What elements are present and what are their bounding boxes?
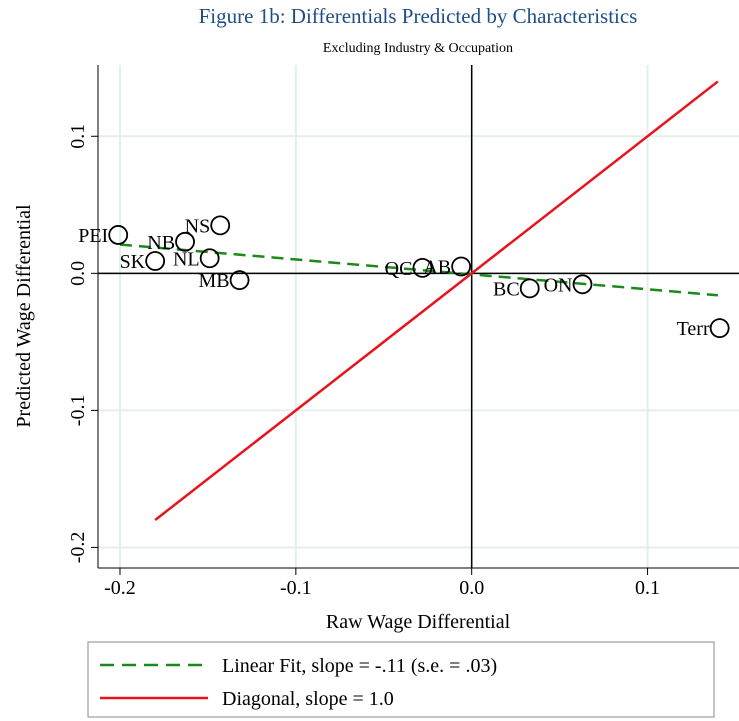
data-point (519, 278, 540, 299)
point-label: AB (423, 256, 451, 278)
x-axis-label: Raw Wage Differential (326, 611, 511, 633)
x-tick-label: 0.1 (635, 577, 660, 599)
data-point (108, 225, 129, 245)
data-point (572, 274, 593, 295)
point-label: NL (173, 248, 200, 270)
x-tick-label: 0.0 (459, 577, 484, 599)
data-point (210, 215, 231, 236)
legend-label: Diagonal, slope = 1.0 (222, 688, 394, 710)
point-label: ON (544, 274, 573, 296)
point-label: Terr (677, 318, 710, 340)
chart-title: Figure 1b: Differentials Predicted by Ch… (199, 4, 638, 28)
data-point (199, 248, 220, 269)
data-point (451, 256, 472, 277)
y-tick-label: -0.1 (67, 395, 89, 427)
legend-label: Linear Fit, slope = -.11 (s.e. = .03) (222, 655, 497, 677)
data-point (709, 318, 730, 339)
data-point (145, 251, 166, 271)
legend-box (87, 641, 715, 718)
x-tick-label: -0.1 (280, 577, 312, 599)
point-label: BC (493, 278, 520, 300)
data-point (229, 270, 250, 291)
y-tick-label: 0.1 (67, 124, 89, 149)
point-label: NS (185, 215, 211, 237)
point-label: SK (120, 251, 146, 273)
point-label: NB (147, 232, 175, 254)
data-point (175, 231, 195, 252)
y-tick-label: 0.0 (67, 261, 89, 286)
x-tick-label: -0.2 (104, 577, 136, 599)
y-axis-label: Predicted Wage Differential (13, 204, 35, 428)
fit-line (119, 243, 719, 297)
point-label: PEI (78, 225, 108, 247)
point-label: QC (385, 258, 413, 280)
y-tick-label: -0.2 (67, 532, 89, 564)
chart-subtitle: Excluding Industry & Occupation (323, 41, 513, 56)
fit-line (154, 80, 719, 522)
point-label: MB (198, 270, 229, 292)
data-point (412, 257, 433, 278)
